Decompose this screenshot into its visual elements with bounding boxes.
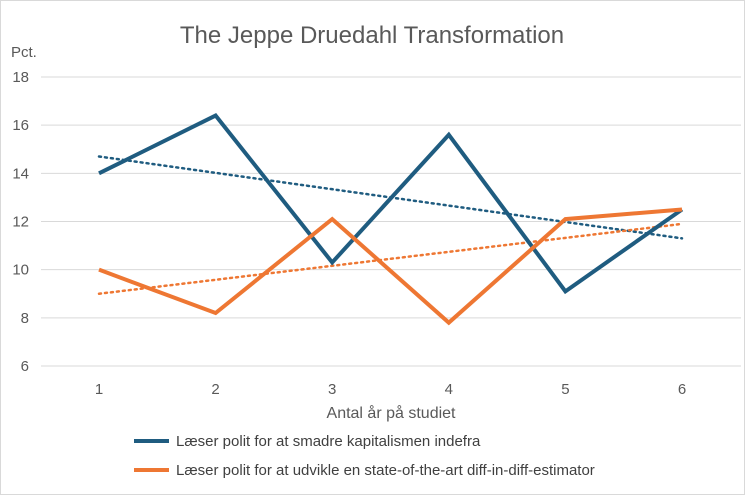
legend-label-1: Læser polit for at smadre kapitalismen i… <box>176 433 481 450</box>
x-tick-label: 3 <box>328 381 336 398</box>
x-axis-title: Antal år på studiet <box>327 404 457 422</box>
series-line-1 <box>98 113 684 295</box>
y-tick-label: 18 <box>12 69 29 86</box>
series-line-2 <box>98 207 683 326</box>
y-axis-label: Pct. <box>11 44 37 61</box>
series-lines <box>98 113 684 326</box>
x-tick-label: 5 <box>561 381 569 398</box>
y-tick-label: 16 <box>12 117 29 134</box>
y-tick-label: 12 <box>12 214 29 231</box>
y-tick-label: 8 <box>21 310 29 327</box>
chart-title: The Jeppe Druedahl Transformation <box>180 22 564 49</box>
y-tick-label: 10 <box>12 262 29 279</box>
x-tick-label: 1 <box>95 381 103 398</box>
y-tick-label: 14 <box>12 165 29 182</box>
gridlines <box>41 76 741 367</box>
y-tick-labels: 6 8 10 12 14 16 18 <box>12 69 29 375</box>
trendline-2 <box>97 222 684 295</box>
x-tick-label: 2 <box>211 381 219 398</box>
y-tick-label: 6 <box>21 358 29 375</box>
x-tick-label: 6 <box>678 381 686 398</box>
legend: Læser polit for at smadre kapitalismen i… <box>134 433 595 479</box>
x-tick-label: 4 <box>445 381 453 398</box>
x-tick-labels: 1 2 3 4 5 6 <box>95 381 686 398</box>
legend-label-2: Læser polit for at udvikle en state-of-t… <box>176 462 595 479</box>
